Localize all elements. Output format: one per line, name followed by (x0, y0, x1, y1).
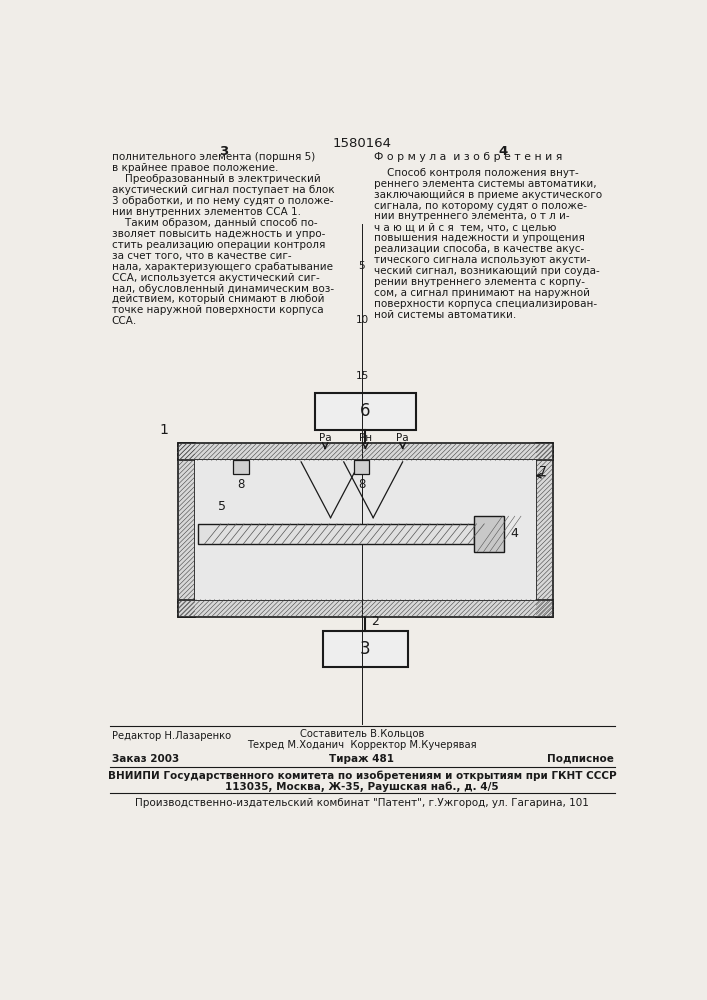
Text: Подписное: Подписное (547, 754, 614, 764)
Text: стить реализацию операции контроля: стить реализацию операции контроля (112, 240, 325, 250)
Text: ной системы автоматики.: ной системы автоматики. (373, 310, 516, 320)
Text: 6: 6 (360, 402, 370, 420)
Text: Таким образом, данный способ по-: Таким образом, данный способ по- (112, 218, 317, 228)
Text: 7: 7 (539, 465, 547, 478)
Text: 5: 5 (358, 261, 366, 271)
Text: заключающийся в приеме акустического: заключающийся в приеме акустического (373, 190, 602, 200)
Text: 4: 4 (498, 145, 508, 158)
Text: Производственно-издательский комбинат "Патент", г.Ужгород, ул. Гагарина, 101: Производственно-издательский комбинат "П… (135, 798, 589, 808)
Bar (537, 443, 554, 617)
Bar (315, 393, 416, 430)
Text: ческий сигнал, возникающий при соуда-: ческий сигнал, возникающий при соуда- (373, 266, 600, 276)
Text: Преобразованный в электрический: Преобразованный в электрический (112, 174, 320, 184)
Text: сигнала, по которому судят о положе-: сигнала, по которому судят о положе- (373, 201, 587, 211)
Bar (177, 443, 554, 460)
Text: 2: 2 (371, 615, 379, 628)
Text: Составитель В.Кольцов: Составитель В.Кольцов (300, 728, 424, 738)
Text: за счет того, что в качестве сиг-: за счет того, что в качестве сиг- (112, 251, 291, 261)
Text: 4: 4 (510, 527, 518, 540)
Text: поверхности корпуса специализирован-: поверхности корпуса специализирован- (373, 299, 597, 309)
Text: Ф о р м у л а  и з о б р е т е н и я: Ф о р м у л а и з о б р е т е н и я (373, 152, 562, 162)
Text: зволяет повысить надежность и упро-: зволяет повысить надежность и упро- (112, 229, 325, 239)
Text: 1580164: 1580164 (332, 137, 392, 150)
Text: 15: 15 (356, 371, 368, 381)
Bar (194, 460, 537, 600)
Text: 113035, Москва, Ж-35, Раушская наб., д. 4/5: 113035, Москва, Ж-35, Раушская наб., д. … (225, 781, 498, 792)
Text: Редактор Н.Лазаренко: Редактор Н.Лазаренко (112, 731, 230, 741)
Text: реннего элемента системы автоматики,: реннего элемента системы автоматики, (373, 179, 596, 189)
Text: реализации способа, в качестве акус-: реализации способа, в качестве акус- (373, 244, 584, 254)
Text: 3 обработки, и по нему судят о положе-: 3 обработки, и по нему судят о положе- (112, 196, 333, 206)
Text: ССА.: ССА. (112, 316, 137, 326)
Text: Pа: Pа (397, 433, 409, 443)
Text: нала, характеризующего срабатывание: нала, характеризующего срабатывание (112, 262, 332, 272)
Bar (177, 600, 554, 617)
Text: акустический сигнал поступает на блок: акустический сигнал поступает на блок (112, 185, 334, 195)
Text: 3: 3 (360, 640, 370, 658)
Text: Тираж 481: Тираж 481 (329, 754, 395, 764)
Text: 3: 3 (219, 145, 228, 158)
Text: ч а ю щ и й с я  тем, что, с целью: ч а ю щ и й с я тем, что, с целью (373, 222, 556, 232)
Text: Способ контроля положения внут-: Способ контроля положения внут- (373, 168, 578, 178)
Text: ВНИИПИ Государственного комитета по изобретениям и открытиям при ГКНТ СССР: ВНИИПИ Государственного комитета по изоб… (107, 771, 617, 781)
Text: ССА, используется акустический сиг-: ССА, используется акустический сиг- (112, 273, 320, 283)
Text: Pа: Pа (319, 433, 332, 443)
Bar (233, 460, 249, 474)
Text: Техред М.Ходанич  Корректор М.Кучерявая: Техред М.Ходанич Корректор М.Кучерявая (247, 740, 477, 750)
Bar (199, 524, 474, 544)
Text: действием, который снимают в любой: действием, который снимают в любой (112, 294, 324, 304)
Text: 5: 5 (218, 500, 226, 513)
Text: нал, обусловленный динамическим воз-: нал, обусловленный динамическим воз- (112, 284, 334, 294)
Text: полнительного элемента (поршня 5): полнительного элемента (поршня 5) (112, 152, 315, 162)
Text: сом, а сигнал принимают на наружной: сом, а сигнал принимают на наружной (373, 288, 590, 298)
Text: повышения надежности и упрощения: повышения надежности и упрощения (373, 233, 585, 243)
Text: Pн: Pн (359, 433, 372, 443)
Text: в крайнее правое положение.: в крайнее правое положение. (112, 163, 278, 173)
Text: 8: 8 (358, 478, 366, 491)
Text: точке наружной поверхности корпуса: точке наружной поверхности корпуса (112, 305, 323, 315)
Text: рении внутреннего элемента с корпу-: рении внутреннего элемента с корпу- (373, 277, 585, 287)
Bar (354, 460, 369, 474)
Text: тического сигнала используют акусти-: тического сигнала используют акусти- (373, 255, 590, 265)
Text: 10: 10 (356, 315, 368, 325)
Bar (323, 631, 408, 667)
Text: нии внутреннего элемента, о т л и-: нии внутреннего элемента, о т л и- (373, 211, 569, 221)
Text: Заказ 2003: Заказ 2003 (112, 754, 179, 764)
Bar (474, 516, 504, 552)
Bar (177, 443, 194, 617)
Text: 1: 1 (159, 423, 168, 437)
Text: 8: 8 (238, 478, 245, 491)
Text: нии внутренних элементов ССА 1.: нии внутренних элементов ССА 1. (112, 207, 300, 217)
